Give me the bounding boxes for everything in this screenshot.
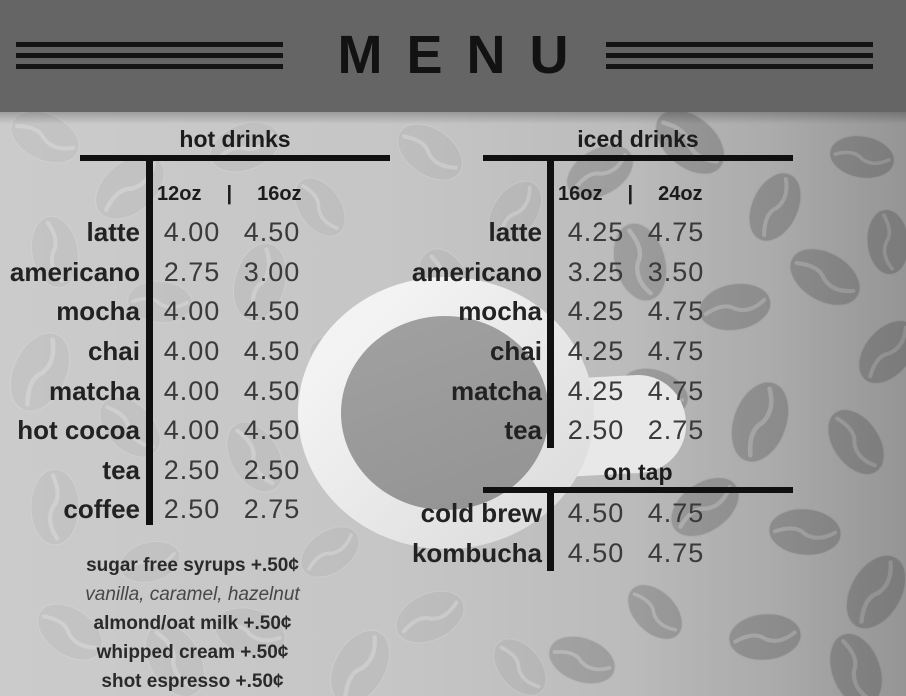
addon-note: shot espresso +.50¢ — [101, 671, 284, 692]
size-separator: | — [226, 183, 233, 205]
iced-size-header: 16oz | 24oz — [558, 183, 703, 206]
menu-row: kombucha 4.50 4.75 — [411, 537, 705, 568]
hot-drinks-list: latte 4.00 4.50 americano 2.75 3.00 moch… — [0, 213, 420, 530]
menu-row: latte 4.25 4.75 — [488, 217, 705, 248]
iced-drinks-top-rule — [483, 155, 793, 161]
menu-row: hot cocoa 4.00 4.50 — [17, 415, 301, 446]
hot-drinks-divider — [146, 155, 153, 525]
hot-size-header: 12oz | 16oz — [157, 183, 302, 206]
coffee-surface — [341, 316, 549, 510]
menu-row: coffee 2.50 2.75 — [63, 494, 301, 525]
menu-row: americano 2.75 3.00 — [9, 256, 301, 287]
menu-row: americano 3.25 3.50 — [411, 256, 705, 287]
menu-row: mocha 4.00 4.50 — [56, 296, 301, 327]
menu-row: matcha 4.25 4.75 — [450, 375, 705, 406]
size-separator: | — [627, 183, 634, 205]
menu-row: mocha 4.25 4.75 — [458, 296, 705, 327]
header-band: MENU — [0, 0, 906, 112]
menu-row: chai 4.00 4.50 — [87, 336, 301, 367]
on-tap-divider — [547, 487, 554, 571]
header-rules-left — [16, 42, 283, 75]
menu-row: latte 4.00 4.50 — [86, 217, 301, 248]
page-title: MENU — [337, 25, 593, 85]
iced-size-1: 16oz — [558, 183, 603, 205]
iced-drinks-title: iced drinks — [577, 126, 699, 152]
menu-row: cold brew 4.50 4.75 — [420, 498, 705, 529]
on-tap-title: on tap — [603, 459, 673, 485]
iced-drinks-divider — [547, 155, 554, 448]
addon-note-flavors: vanilla, caramel, hazelnut — [85, 584, 300, 605]
iced-size-2: 24oz — [658, 183, 703, 205]
addon-note: sugar free syrups +.50¢ — [86, 555, 299, 576]
addon-note: whipped cream +.50¢ — [96, 642, 289, 663]
menu-row: tea 2.50 2.50 — [102, 454, 301, 485]
hot-drinks-top-rule — [80, 155, 390, 161]
addon-note: almond/oat milk +.50¢ — [93, 613, 292, 634]
hot-size-1: 12oz — [157, 183, 202, 205]
on-tap-list: cold brew 4.50 4.75 kombucha 4.50 4.75 — [330, 494, 770, 573]
addons-notes: sugar free syrups +.50¢ vanilla, caramel… — [0, 551, 385, 696]
menu-row: chai 4.25 4.75 — [489, 336, 705, 367]
iced-drinks-list: latte 4.25 4.75 americano 3.25 3.50 moch… — [330, 213, 770, 451]
on-tap-rule — [483, 487, 793, 493]
menu-row: tea 2.50 2.75 — [504, 415, 705, 446]
hot-size-2: 16oz — [257, 183, 302, 205]
hot-drinks-title: hot drinks — [179, 126, 291, 152]
menu-row: matcha 4.00 4.50 — [48, 375, 301, 406]
header-rules-right — [606, 42, 873, 75]
